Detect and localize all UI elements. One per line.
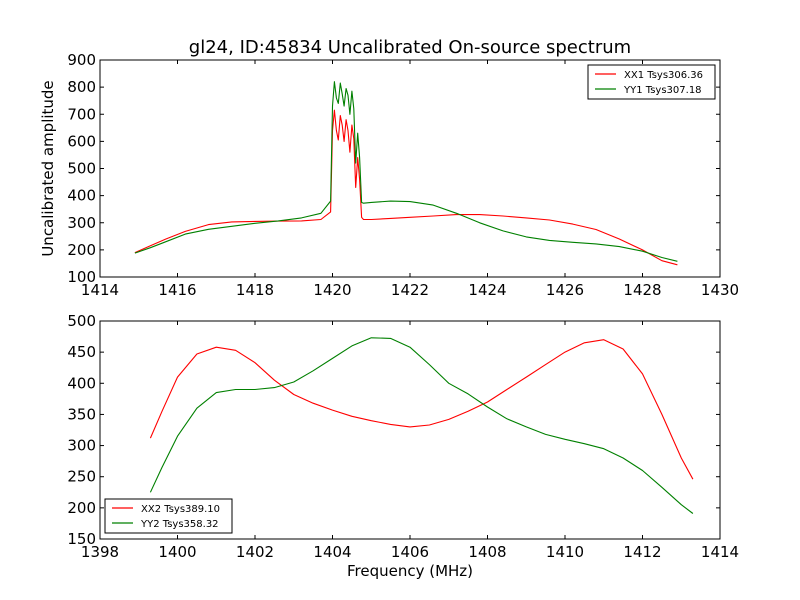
x-tick-label: 1424 xyxy=(468,281,506,299)
y-tick-label: 100 xyxy=(67,268,96,286)
x-tick-label: 1408 xyxy=(468,543,506,561)
y-tick-label: 200 xyxy=(67,241,96,259)
y-tick-label: 900 xyxy=(67,51,96,69)
y-tick-label: 400 xyxy=(67,187,96,205)
y-tick-label: 300 xyxy=(67,437,96,455)
series-line-2-1 xyxy=(149,339,694,480)
y-tick-label: 200 xyxy=(67,499,96,517)
x-tick-label: 1414 xyxy=(701,543,739,561)
x-tick-label: 1410 xyxy=(546,543,584,561)
y-tick-label: 800 xyxy=(67,78,96,96)
legend-label: YY1 Tsys307.18 xyxy=(623,85,702,96)
y-tick-label: 400 xyxy=(67,374,96,392)
x-tick-label: 1416 xyxy=(158,281,196,299)
subplot-2: 1398 1400 1402 1404 1406 1408 1410 1412 1414 150 2… xyxy=(67,312,739,580)
y-tick-label: 350 xyxy=(67,405,96,423)
legend-label: XX1 Tsys306.36 xyxy=(624,70,703,81)
x-tick-label: 1400 xyxy=(158,543,196,561)
legend-box xyxy=(587,64,716,100)
series-line-2-2 xyxy=(149,337,694,514)
y-tick-label: 700 xyxy=(67,105,96,123)
x-tick-label: 1420 xyxy=(313,281,351,299)
legend: XX2 Tsys389.10 YY2 Tsys358.32 xyxy=(104,498,233,534)
y-tick-label: 300 xyxy=(67,214,96,232)
chart-title: gl24, ID:45834 Uncalibrated On-source sp… xyxy=(189,37,631,58)
plots: 1414 1416 1418 1420 1422 1424 1426 1428 1430 100 2… xyxy=(39,51,739,580)
series-line-1-2 xyxy=(134,81,678,262)
subplot-1: 1414 1416 1418 1420 1422 1424 1426 1428 1430 100 2… xyxy=(39,51,739,299)
y-tick-label: 250 xyxy=(67,468,96,486)
x-tick-label: 1406 xyxy=(391,543,429,561)
y-tick-label: 150 xyxy=(67,530,96,548)
x-tick-label: 1428 xyxy=(623,281,661,299)
y-axis-label: Uncalibrated amplitude xyxy=(39,80,57,256)
x-tick-label: 1426 xyxy=(546,281,584,299)
x-tick-label: 1404 xyxy=(313,543,351,561)
x-tick-label: 1402 xyxy=(236,543,274,561)
x-tick-label: 1414 xyxy=(81,281,119,299)
legend: XX1 Tsys306.36 YY1 Tsys307.18 xyxy=(587,64,716,100)
x-tick-label: 1398 xyxy=(81,543,119,561)
series-line-1-1 xyxy=(134,109,678,266)
y-tick-label: 500 xyxy=(67,160,96,178)
x-tick-label: 1422 xyxy=(391,281,429,299)
x-tick-label: 1430 xyxy=(701,281,739,299)
y-tick-label: 500 xyxy=(67,312,96,330)
legend-box xyxy=(104,498,233,534)
legend-label: XX2 Tsys389.10 xyxy=(141,504,220,515)
legend-label: YY2 Tsys358.32 xyxy=(140,519,219,530)
y-tick-label: 600 xyxy=(67,132,96,150)
y-tick-label: 450 xyxy=(67,343,96,361)
x-axis-label: Frequency (MHz) xyxy=(347,562,473,580)
x-tick-label: 1418 xyxy=(236,281,274,299)
x-tick-label: 1412 xyxy=(623,543,661,561)
